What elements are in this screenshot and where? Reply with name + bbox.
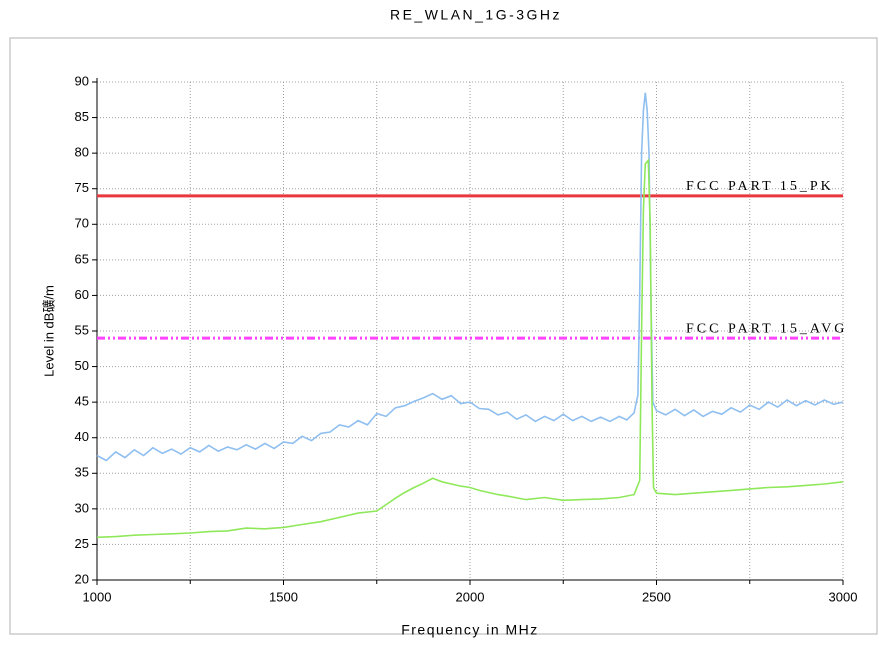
y-tick-label: 30: [75, 500, 89, 515]
y-tick-label: 90: [75, 73, 89, 88]
y-tick-label: 80: [75, 145, 89, 160]
y-tick-label: 50: [75, 358, 89, 373]
y-tick-label: 85: [75, 109, 89, 124]
y-tick-label: 40: [75, 429, 89, 444]
y-tick-label: 75: [75, 180, 89, 195]
y-tick-label: 70: [75, 216, 89, 231]
x-tick-label: 2500: [642, 589, 671, 604]
chart-frame: [9, 37, 878, 635]
y-tick-label: 20: [75, 571, 89, 586]
x-axis-label: Frequency in MHz: [401, 622, 539, 638]
y-tick-label: 55: [75, 322, 89, 337]
x-tick-label: 1500: [269, 589, 298, 604]
y-tick-label: 25: [75, 536, 89, 551]
y-tick-label: 45: [75, 394, 89, 409]
limit-label: FCC PART 15_PK: [686, 179, 834, 194]
y-tick-label: 65: [75, 251, 89, 266]
y-tick-label: 60: [75, 287, 89, 302]
y-tick-label: 35: [75, 465, 89, 480]
x-tick-label: 1000: [83, 589, 112, 604]
x-tick-label: 2000: [456, 589, 485, 604]
trace: [96, 92, 844, 462]
chart-title: RE_WLAN_1G-3GHz: [390, 7, 562, 23]
x-tick-label: 3000: [829, 589, 858, 604]
limit-label: FCC PART 15_AVG: [686, 321, 847, 336]
y-axis-label: Level in dB礦/m: [41, 285, 56, 377]
trace: [96, 158, 844, 539]
